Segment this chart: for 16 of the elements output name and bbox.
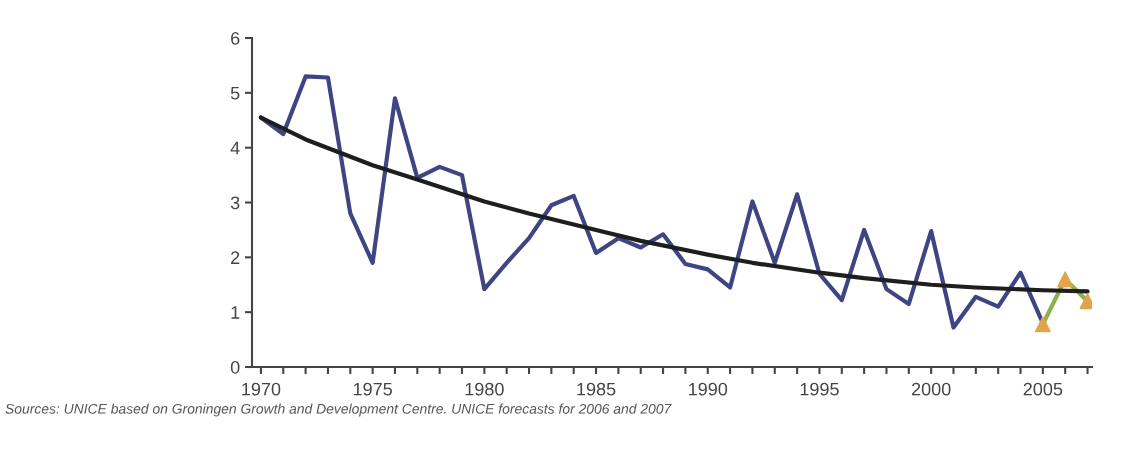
- y-tick-label: 1: [231, 306, 240, 319]
- y-tick-label: 4: [230, 141, 240, 155]
- x-tick-label: 1985: [577, 382, 616, 396]
- source-note: Sources: UNICE based on Groningen Growth and Development Centre. UNICE forecasts for 2006 and 2007: [5, 403, 672, 417]
- y-tick-label: 2: [231, 251, 240, 264]
- y-tick-label: 6: [231, 31, 240, 45]
- x-tick-label: 2005: [1023, 382, 1063, 396]
- y-tick-label: 5: [230, 86, 240, 100]
- x-tick-label: 1975: [353, 382, 392, 396]
- x-tick-label: 2000: [911, 382, 951, 396]
- x-tick-label: 1995: [800, 382, 839, 396]
- x-tick-label: 1990: [689, 382, 728, 396]
- x-tick-label: 1970: [242, 382, 281, 396]
- x-tick-label: 1980: [465, 382, 504, 396]
- y-tick-label: 3: [230, 196, 240, 210]
- y-tick-label: 0: [230, 360, 240, 374]
